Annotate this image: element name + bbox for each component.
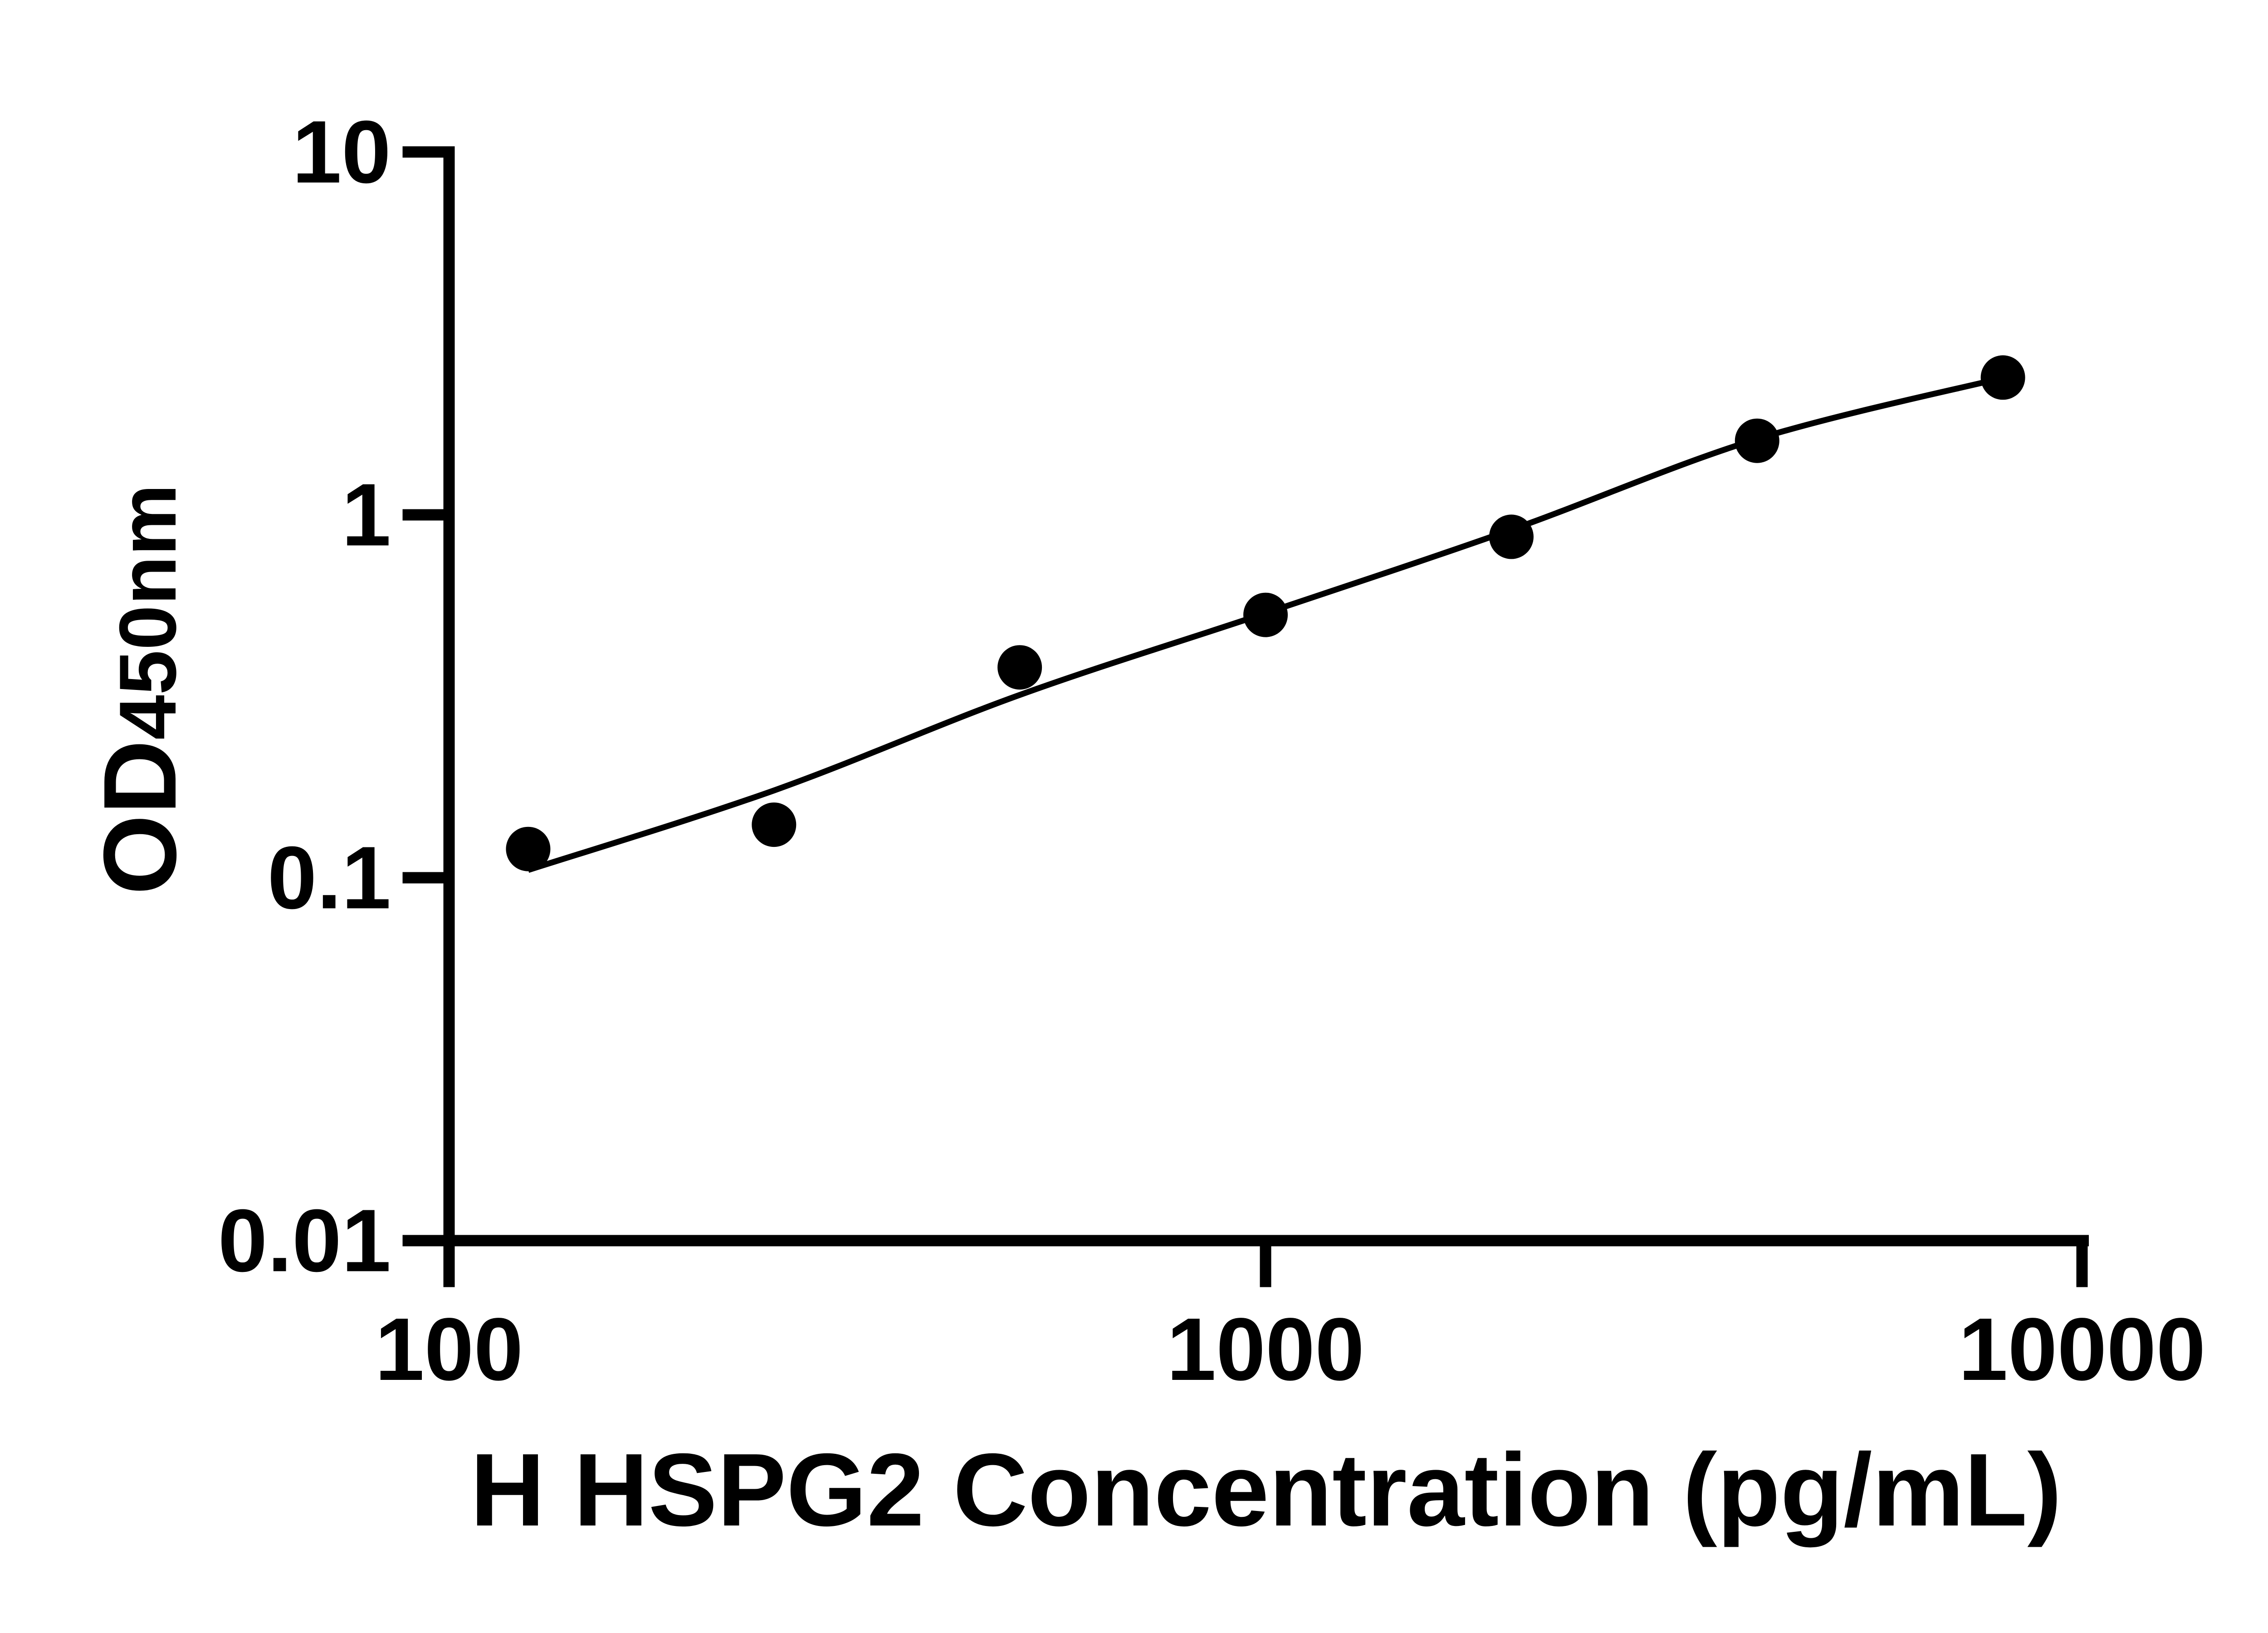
x-axis-title: H HSPG2 Concentration (pg/mL) [470,1433,2062,1548]
data-point [506,826,551,871]
x-tick-label: 1000 [1167,1300,1364,1399]
y-tick-label: 0.01 [218,1191,391,1290]
y-axis-title: OD450nm [83,484,198,895]
data-point [1243,592,1288,637]
y-tick-label: 1 [342,465,391,564]
data-point [752,802,797,847]
y-tick-label: 10 [292,102,391,201]
y-axis-title-subscript: 450nm [103,484,193,740]
y-axis-title-main: OD [83,740,198,895]
data-point [1489,514,1534,559]
x-tick-label: 10000 [1958,1300,2205,1399]
data-point [1980,355,2025,400]
data-point [997,645,1042,690]
data-point [1735,418,1779,463]
y-tick-label: 0.1 [268,828,391,927]
x-tick-label: 100 [375,1300,523,1399]
